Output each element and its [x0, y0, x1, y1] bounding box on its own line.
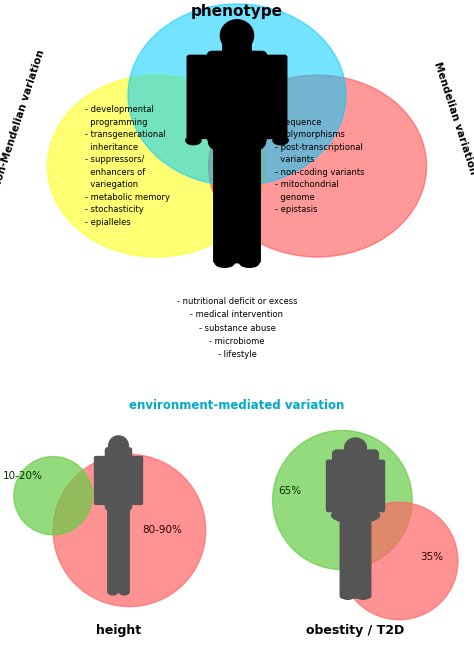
Ellipse shape: [209, 130, 265, 154]
FancyBboxPatch shape: [94, 457, 108, 504]
FancyBboxPatch shape: [208, 51, 266, 142]
FancyBboxPatch shape: [129, 457, 143, 504]
FancyBboxPatch shape: [237, 132, 260, 263]
Text: 65%: 65%: [279, 486, 301, 496]
Circle shape: [340, 502, 458, 619]
Text: - developmental
  programming
- transgenerational
  inheritance
- suppressors/
 : - developmental programming - transgener…: [85, 105, 170, 227]
Text: 35%: 35%: [420, 552, 443, 561]
Ellipse shape: [105, 500, 132, 513]
FancyBboxPatch shape: [105, 448, 132, 507]
FancyBboxPatch shape: [340, 511, 356, 598]
FancyBboxPatch shape: [355, 511, 371, 598]
Text: Mendelian variation: Mendelian variation: [432, 61, 474, 176]
Ellipse shape: [220, 20, 254, 51]
Text: height: height: [96, 624, 141, 637]
Circle shape: [128, 4, 346, 186]
Ellipse shape: [215, 258, 234, 268]
FancyBboxPatch shape: [262, 55, 287, 138]
Ellipse shape: [331, 507, 380, 523]
Ellipse shape: [186, 136, 201, 145]
FancyBboxPatch shape: [333, 450, 378, 517]
Text: environment-mediated variation: environment-mediated variation: [129, 399, 345, 413]
Text: 10-20%: 10-20%: [3, 471, 43, 481]
Text: - nutritional deficit or excess
- medical intervention
- substance abuse
- micro: - nutritional deficit or excess - medica…: [177, 297, 297, 359]
Text: non-Mendelian variation: non-Mendelian variation: [0, 49, 46, 188]
Ellipse shape: [109, 436, 128, 455]
Ellipse shape: [358, 594, 369, 599]
Circle shape: [209, 75, 427, 257]
Ellipse shape: [345, 438, 366, 457]
FancyBboxPatch shape: [108, 505, 118, 592]
FancyBboxPatch shape: [214, 132, 237, 263]
Circle shape: [14, 457, 92, 535]
Ellipse shape: [240, 258, 259, 268]
Circle shape: [53, 455, 206, 606]
FancyBboxPatch shape: [118, 505, 129, 592]
Text: - sequence
  polymorphisms
- post-transcriptional
  variants
- non-coding varian: - sequence polymorphisms - post-transcri…: [275, 118, 365, 214]
Text: 80-90%: 80-90%: [142, 525, 182, 536]
Text: obestity / T2D: obestity / T2D: [306, 624, 405, 637]
FancyBboxPatch shape: [327, 460, 338, 511]
Text: phenotype: phenotype: [191, 4, 283, 19]
Ellipse shape: [119, 590, 129, 595]
Ellipse shape: [273, 136, 288, 145]
FancyBboxPatch shape: [223, 40, 251, 59]
FancyBboxPatch shape: [187, 55, 212, 138]
Circle shape: [273, 430, 412, 569]
Ellipse shape: [108, 590, 118, 595]
Circle shape: [47, 75, 265, 257]
FancyBboxPatch shape: [373, 460, 384, 511]
Ellipse shape: [342, 594, 353, 599]
